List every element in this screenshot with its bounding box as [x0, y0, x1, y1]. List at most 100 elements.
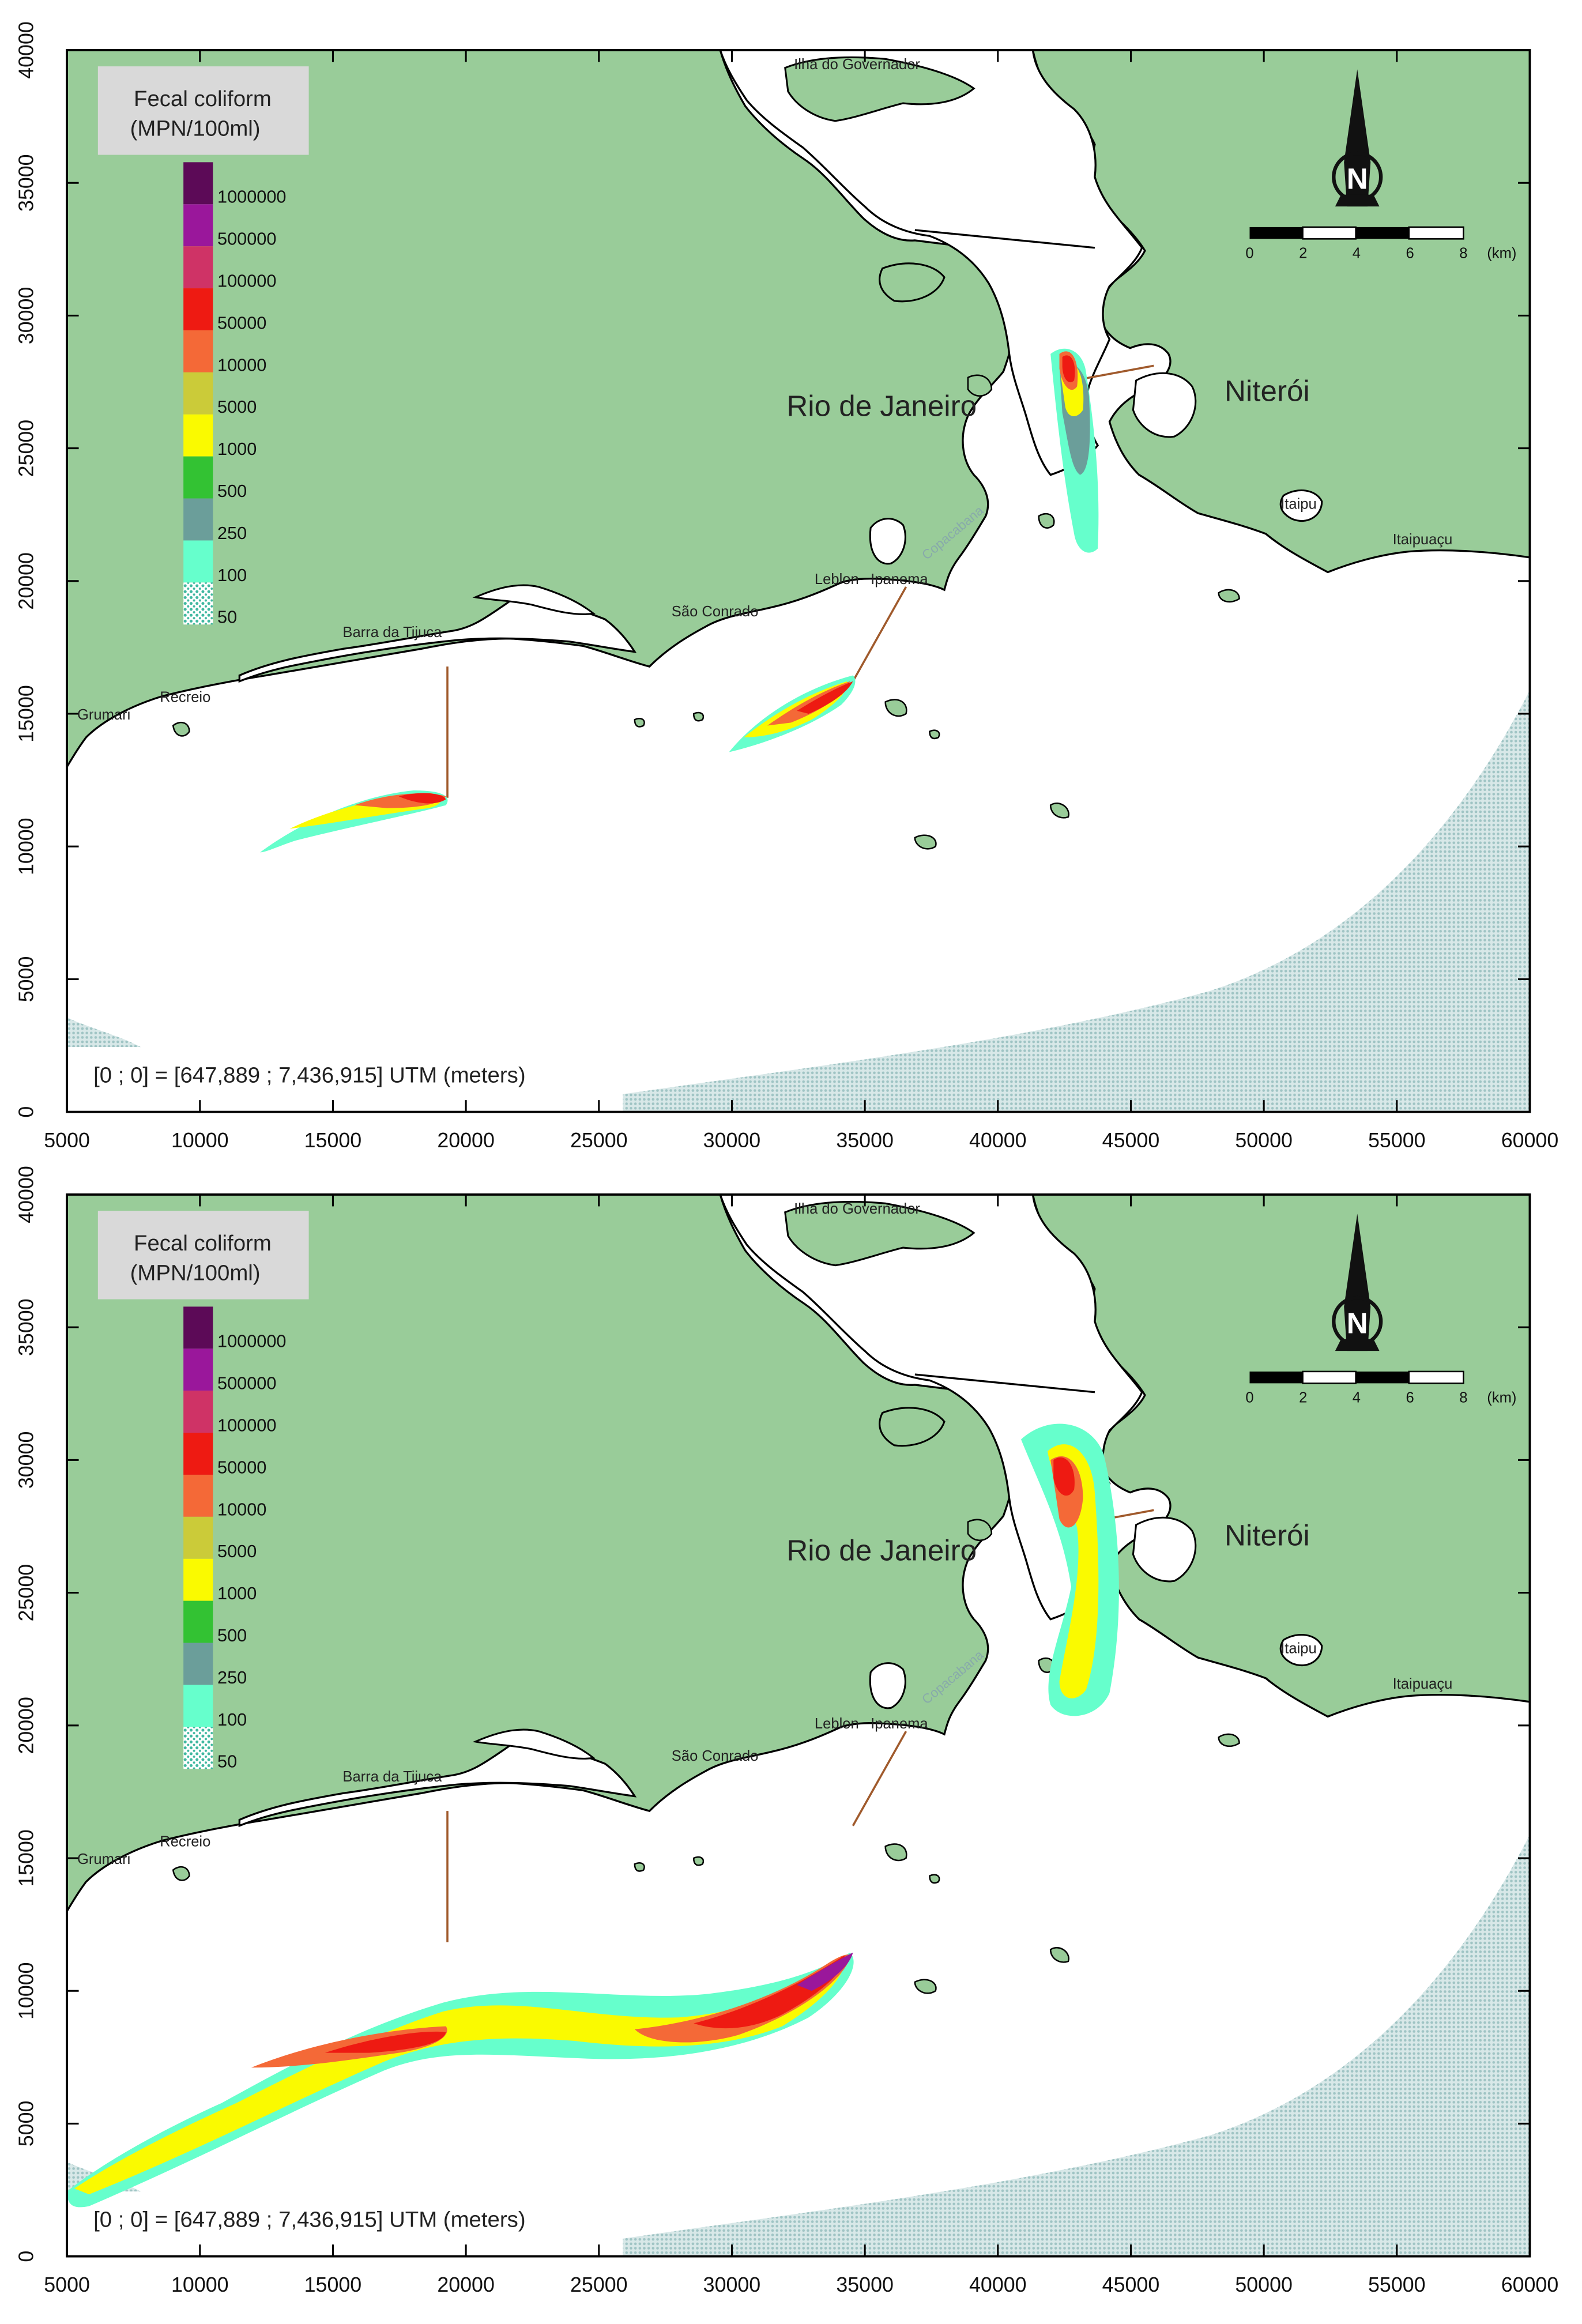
- island-small-2: [1218, 589, 1240, 603]
- plume-ipanema: [797, 681, 853, 714]
- legend-title-line2: (MPN/100ml): [130, 116, 261, 141]
- x-tick-label: 45000: [1102, 1129, 1160, 1147]
- island-cagarras: [884, 699, 907, 717]
- label-itaipu: Itaipu: [1280, 496, 1317, 512]
- legend-swatch: [183, 162, 213, 205]
- island-small-2: [1218, 1733, 1240, 1747]
- y-tick-label: 5000: [14, 956, 37, 1003]
- label-itaipu: Itaipu: [1280, 1640, 1317, 1656]
- guanabara-bay: [719, 50, 1143, 476]
- plume-icarai: [1062, 355, 1075, 383]
- lagoon-marapendi: [472, 1728, 596, 1760]
- legend-swatch: [183, 288, 213, 330]
- label-barra-da-tijuca: Barra da Tijuca: [342, 624, 442, 641]
- legend-swatch: [183, 1474, 213, 1517]
- label-sao-conrado: São Conrado: [672, 604, 759, 620]
- map-panel-top: 5000 10000 15000 20000 25000 30000 35000 40000 4…: [0, 0, 1582, 1147]
- scale-unit: (km): [1487, 1390, 1516, 1406]
- x-tick-label: 60000: [1501, 2273, 1559, 2292]
- legend-swatch: [183, 1558, 213, 1601]
- north-arrow-icon: [1344, 69, 1371, 207]
- label-rio-de-janeiro: Rio de Janeiro: [786, 1534, 977, 1566]
- y-tick-label: 25000: [14, 420, 37, 477]
- land-rio-de-janeiro: [67, 1194, 1017, 1914]
- y-tick-label: 30000: [14, 287, 37, 345]
- legend-title-box: [97, 1211, 309, 1300]
- rio-niteroi-bridge: [914, 1373, 1095, 1393]
- island-small-bay-1: [967, 1519, 993, 1542]
- lagoon-rodrigo-de-freitas: [869, 518, 906, 565]
- x-tick-label: 55000: [1368, 2273, 1426, 2292]
- label-recreio: Recreio: [160, 1834, 210, 1850]
- offshore-hatched-zone: [623, 690, 1530, 1112]
- label-recreio: Recreio: [160, 690, 210, 706]
- x-tick-label: 50000: [1235, 1129, 1293, 1147]
- x-tick-label: 10000: [171, 1129, 229, 1147]
- legend-level-label: 10000: [217, 1499, 266, 1519]
- label-barra-da-tijuca: Barra da Tijuca: [342, 1769, 442, 1785]
- niteroi-lagoon: [1132, 372, 1197, 438]
- legend-level-label: 1000: [217, 439, 257, 459]
- scale-tick-label: 2: [1299, 246, 1307, 262]
- plume-icarai: [1053, 1457, 1075, 1496]
- label-sao-conrado: São Conrado: [672, 1748, 759, 1764]
- scale-tick-label: 8: [1459, 246, 1467, 262]
- itaipu-lagoon: [1279, 489, 1323, 522]
- legend-level-label: 1000: [217, 1583, 257, 1603]
- label-itaipuacu: Itaipuaçu: [1393, 532, 1453, 548]
- legend-swatch: [183, 1643, 213, 1685]
- legend-level-label: 50000: [217, 312, 266, 333]
- label-leblon: Leblon: [815, 1716, 859, 1732]
- guanabara-bay: [719, 1194, 1143, 1621]
- y-tick-label: 0: [14, 2251, 37, 2262]
- legend-title-box: [97, 66, 309, 155]
- y-tick-label: 35000: [14, 154, 37, 212]
- scale-tick-label: 4: [1353, 1390, 1361, 1406]
- legend-swatch: [183, 1349, 213, 1391]
- x-tick-label: 40000: [969, 2273, 1027, 2292]
- map-panel-bottom: 5000 10000 15000 20000 25000 30000 35000 40000 4…: [0, 1144, 1582, 2292]
- legend-title-line1: Fecal coliform: [134, 1231, 272, 1256]
- legend-level-label: 10000: [217, 355, 266, 375]
- x-tick-label: 40000: [969, 1129, 1027, 1147]
- label-rio-de-janeiro: Rio de Janeiro: [786, 389, 977, 422]
- y-tick-label: 10000: [14, 818, 37, 875]
- legend-swatch: [183, 204, 213, 247]
- island-redonda: [914, 834, 937, 850]
- island-cagarras: [884, 1843, 907, 1862]
- lagoon-rodrigo-de-freitas: [869, 1662, 906, 1709]
- label-niteroi: Niterói: [1225, 1519, 1310, 1552]
- legend: Fecal coliform (MPN/100ml) 1000000 500000…: [97, 66, 309, 627]
- label-ilha-do-governador: Ilha do Governador: [794, 57, 920, 73]
- scale-tick-label: 6: [1406, 246, 1414, 262]
- legend-level-label: 250: [217, 1667, 247, 1688]
- x-tick-label: 30000: [703, 2273, 761, 2292]
- y-tick-label: 0: [14, 1106, 37, 1118]
- x-tick-label: 5000: [44, 1129, 90, 1147]
- x-tick-label: 15000: [304, 2273, 362, 2292]
- scale-tick-label: 6: [1406, 1390, 1414, 1406]
- x-tick-label: 5000: [44, 2273, 90, 2292]
- legend-swatch: [183, 1433, 213, 1475]
- island-tijucas: [172, 1866, 190, 1881]
- origin-note: [0 ; 0] = [647,889 ; 7,436,915] UTM (met…: [93, 2207, 525, 2232]
- scale-bar: 0 2 4 6 8 (km): [1245, 1370, 1516, 1406]
- outfall-ipanema: [852, 1731, 907, 1826]
- x-tick-label: 50000: [1235, 2273, 1293, 2292]
- scale-tick-label: 2: [1299, 1390, 1307, 1406]
- plume-icarai: [1048, 1444, 1099, 1698]
- island-fundao: [879, 262, 946, 303]
- label-ipanema: Ipanema: [871, 1716, 928, 1732]
- legend-swatch: [183, 330, 213, 372]
- x-tick-label: 20000: [437, 2273, 495, 2292]
- island-tijucas: [172, 721, 190, 737]
- x-tick-label: 20000: [437, 1129, 495, 1147]
- island-fundao: [879, 1407, 946, 1447]
- legend-level-label: 50000: [217, 1457, 266, 1477]
- legend-level-label: 1000000: [217, 1331, 286, 1351]
- island-small-4: [692, 1856, 705, 1866]
- legend-level-label: 500: [217, 481, 247, 501]
- legend-swatch: [183, 1685, 213, 1727]
- outfall-icarai: [1074, 364, 1154, 382]
- island-small-1: [1049, 1947, 1069, 1963]
